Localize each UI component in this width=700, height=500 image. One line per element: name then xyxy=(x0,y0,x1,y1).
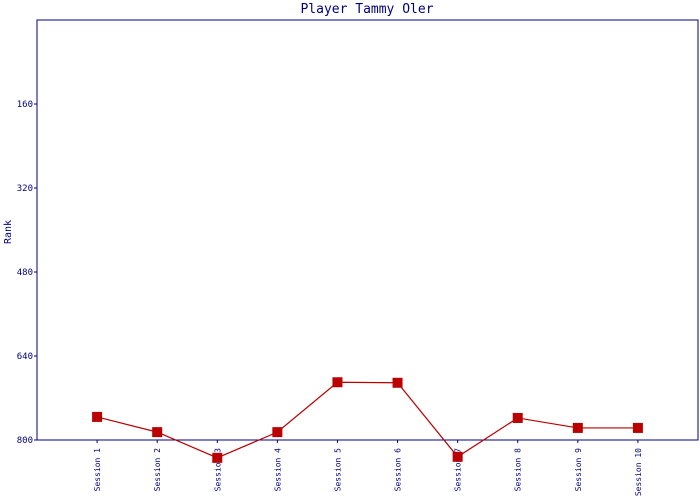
x-tick-label: Session 5 xyxy=(333,448,342,492)
x-tick-label: Session 8 xyxy=(514,448,523,492)
data-point xyxy=(632,422,643,433)
y-tick-label: 160 xyxy=(17,100,33,110)
plot-area xyxy=(36,19,699,441)
y-axis-label: Rank xyxy=(3,220,14,244)
x-tick-label: Session 6 xyxy=(394,448,403,492)
data-point xyxy=(332,377,343,388)
data-point xyxy=(272,427,283,438)
data-point xyxy=(152,427,163,438)
x-tick-label: Session 9 xyxy=(574,448,583,492)
x-tick-label: Session 4 xyxy=(273,448,282,492)
chart-title: Player Tammy Oler xyxy=(300,2,433,17)
data-point xyxy=(92,411,103,422)
data-point xyxy=(512,412,523,423)
x-tick-label: Session 2 xyxy=(153,448,162,492)
y-tick-label: 640 xyxy=(17,352,33,362)
x-tick-label: Session 7 xyxy=(454,448,463,492)
x-tick-label: Session 3 xyxy=(213,448,222,492)
y-tick-label: 320 xyxy=(17,184,33,194)
data-point xyxy=(572,422,583,433)
data-line xyxy=(96,381,638,459)
data-point xyxy=(212,452,223,463)
y-tick-label: 800 xyxy=(17,436,33,446)
data-point xyxy=(392,377,403,388)
x-tick-label: Session 10 xyxy=(634,448,643,496)
x-tick-label: Session 1 xyxy=(93,448,102,492)
y-tick-label: 480 xyxy=(17,268,33,278)
data-point xyxy=(452,451,463,462)
